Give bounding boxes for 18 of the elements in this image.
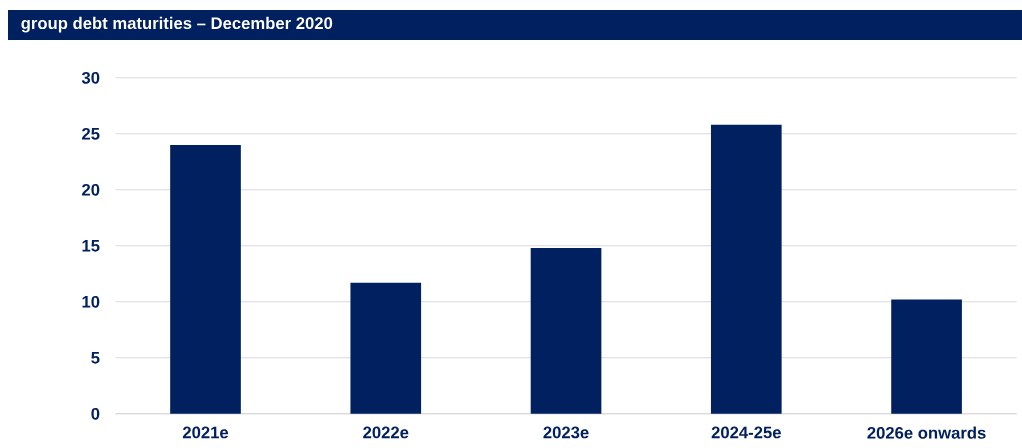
x-tick-label: 2024-25e — [711, 426, 781, 439]
y-tick-label: 0 — [91, 407, 100, 420]
x-tick-label: 2022e — [363, 426, 409, 439]
x-tick-label: 2026e onwards — [867, 426, 986, 439]
bar — [170, 145, 241, 414]
y-tick-label: 25 — [82, 127, 100, 140]
y-tick-label: 20 — [82, 183, 100, 196]
bar — [530, 248, 602, 414]
bar — [350, 282, 422, 414]
bar — [891, 299, 962, 414]
y-tick-label: 30 — [81, 71, 100, 84]
bar — [710, 124, 782, 414]
y-tick-label: 15 — [82, 240, 100, 252]
chart-title: group debt maturities – December 2020 — [21, 16, 333, 33]
y-tick-label: 5 — [91, 352, 100, 364]
x-tick-label: 2021e — [182, 426, 229, 439]
x-tick-label: 2023e — [543, 426, 589, 439]
y-tick-label: 10 — [82, 295, 100, 308]
